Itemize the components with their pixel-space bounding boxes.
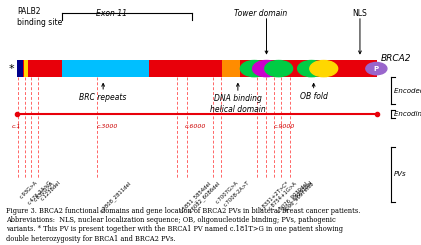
- Text: OB fold: OB fold: [300, 92, 328, 101]
- Text: c.9000: c.9000: [274, 124, 295, 129]
- Text: c.6000: c.6000: [185, 124, 206, 129]
- Bar: [17, 60, 23, 77]
- Text: Encoded domains: Encoded domains: [394, 88, 421, 94]
- Circle shape: [298, 61, 325, 77]
- Text: c.93G>A: c.93G>A: [19, 180, 39, 200]
- Text: c.476-2A>G: c.476-2A>G: [27, 180, 53, 206]
- Text: NLS: NLS: [352, 9, 368, 18]
- Text: c.9026_9030del: c.9026_9030del: [276, 180, 310, 214]
- Text: c.5851_5854del: c.5851_5854del: [179, 180, 213, 214]
- Text: Tower domain: Tower domain: [234, 9, 288, 18]
- Circle shape: [240, 61, 268, 77]
- Text: c.1238del: c.1238del: [40, 180, 61, 202]
- Text: Figure 3. BRCA2 functional domains and gene location of BRCA2 PVs in bilateral b: Figure 3. BRCA2 functional domains and g…: [6, 207, 361, 243]
- Text: Exon 11: Exon 11: [96, 9, 127, 18]
- Bar: [17, 60, 377, 77]
- Text: c.1: c.1: [12, 124, 21, 129]
- Circle shape: [366, 62, 387, 75]
- Text: c.631G>A: c.631G>A: [33, 180, 55, 202]
- Text: DNA binding
helical domain: DNA binding helical domain: [210, 94, 266, 114]
- Text: Encoding sequence: Encoding sequence: [394, 111, 421, 117]
- Text: c.7007G>A: c.7007G>A: [215, 180, 240, 205]
- Circle shape: [265, 61, 293, 77]
- Text: c.2808_2811del: c.2808_2811del: [99, 180, 133, 214]
- Text: P: P: [374, 66, 379, 72]
- Circle shape: [310, 61, 338, 77]
- Circle shape: [253, 61, 280, 77]
- Bar: [222, 60, 240, 77]
- Text: c.7008-2A>T: c.7008-2A>T: [223, 180, 251, 208]
- Text: BRC repeats: BRC repeats: [80, 93, 127, 102]
- Text: c.8331+2T>C*: c.8331+2T>C*: [258, 180, 290, 211]
- Text: c.3000: c.3000: [97, 124, 118, 129]
- Text: *: *: [9, 64, 15, 74]
- Text: PVs: PVs: [394, 171, 406, 177]
- Text: c.6082_6086del: c.6082_6086del: [188, 180, 222, 214]
- Text: BRCA2: BRCA2: [381, 54, 411, 63]
- Text: PALB2
binding site: PALB2 binding site: [17, 7, 62, 27]
- Text: c.9253del: c.9253del: [292, 180, 314, 202]
- Text: 9096_9097ins8: 9096_9097ins8: [283, 180, 316, 213]
- Bar: [24, 60, 28, 77]
- Text: c.8754+1G>A: c.8754+1G>A: [268, 180, 298, 210]
- Bar: [62, 60, 149, 77]
